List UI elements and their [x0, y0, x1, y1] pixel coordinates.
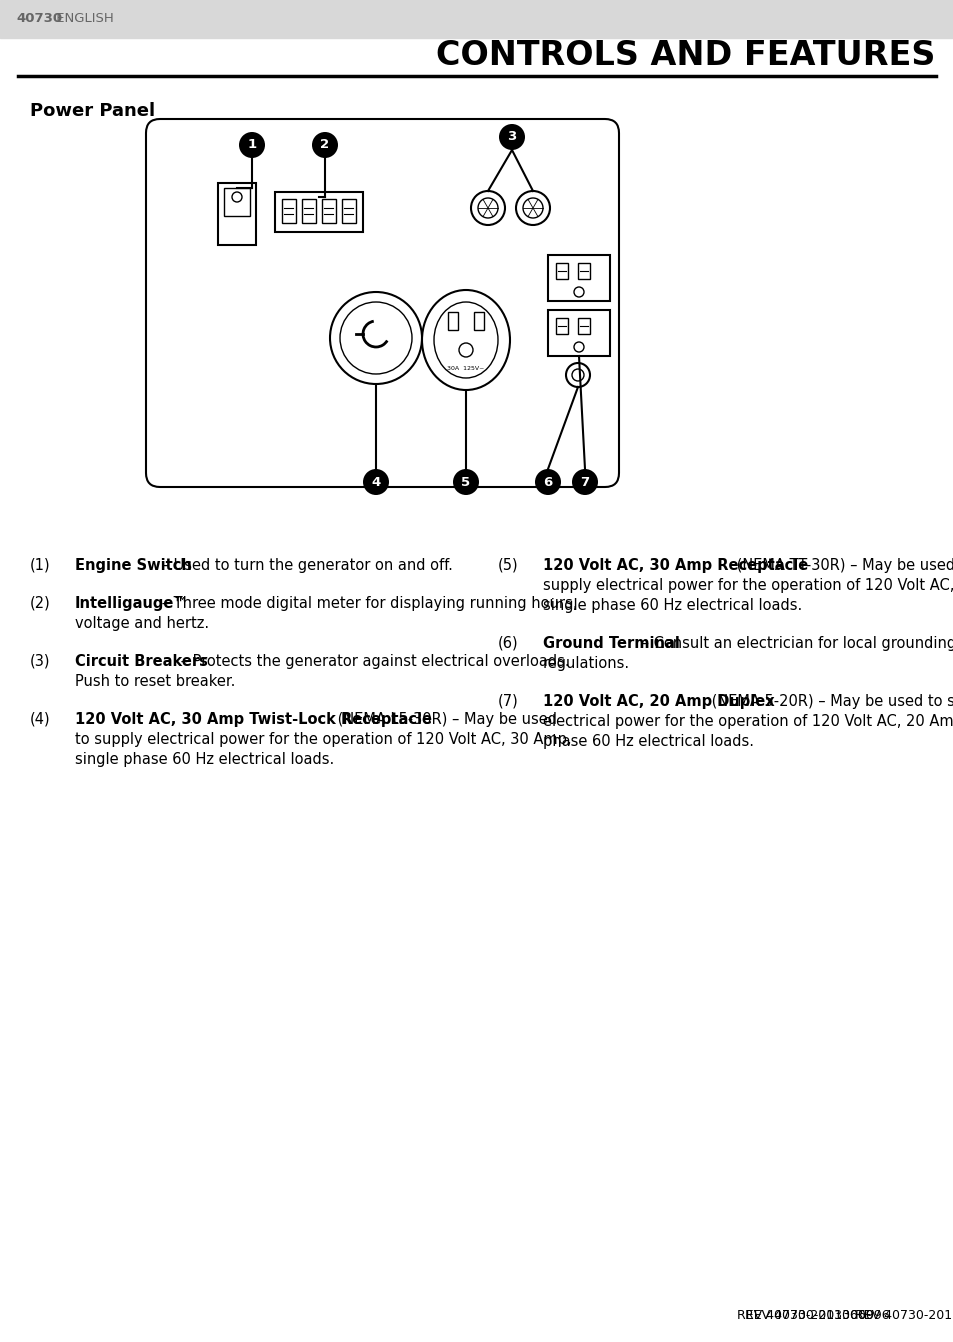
Bar: [274, 192, 363, 232]
Text: – Protects the generator against electrical overloads.: – Protects the generator against electri…: [175, 654, 569, 670]
Circle shape: [453, 468, 478, 495]
Circle shape: [477, 199, 497, 217]
Bar: [224, 188, 250, 216]
Text: (1): (1): [30, 558, 51, 573]
Text: CONTROLS AND FEATURES: CONTROLS AND FEATURES: [436, 39, 934, 72]
Text: (5): (5): [497, 558, 518, 573]
Circle shape: [363, 468, 389, 495]
Circle shape: [522, 199, 542, 217]
Text: Circuit Breakers: Circuit Breakers: [75, 654, 208, 670]
Text: (7): (7): [497, 694, 518, 709]
Text: Intelligauge™: Intelligauge™: [75, 596, 189, 611]
Text: regulations.: regulations.: [542, 656, 630, 671]
Text: (2): (2): [30, 596, 51, 611]
Text: Push to reset breaker.: Push to reset breaker.: [75, 674, 235, 688]
Text: 6: 6: [543, 475, 552, 488]
Circle shape: [232, 192, 242, 203]
Text: REV 40730-20130609: REV 40730-20130609: [744, 1308, 889, 1322]
Text: electrical power for the operation of 120 Volt AC, 20 Amp, single: electrical power for the operation of 12…: [542, 714, 953, 729]
Text: (3): (3): [30, 654, 51, 670]
Circle shape: [535, 468, 560, 495]
Bar: [341, 199, 355, 223]
FancyBboxPatch shape: [146, 119, 618, 487]
Text: supply electrical power for the operation of 120 Volt AC, 30 Amp,: supply electrical power for the operatio…: [542, 578, 953, 593]
Bar: [578, 263, 589, 279]
Text: Power Panel: Power Panel: [30, 102, 155, 119]
Text: 1: 1: [247, 138, 256, 152]
Circle shape: [572, 369, 583, 381]
Text: 4: 4: [371, 475, 380, 488]
Text: 120 Volt AC, 20 Amp Duplex: 120 Volt AC, 20 Amp Duplex: [542, 694, 774, 709]
Circle shape: [330, 293, 421, 384]
Text: 40730: 40730: [16, 12, 62, 25]
Text: (4): (4): [30, 713, 51, 727]
Bar: [547, 255, 609, 301]
Text: – Used to turn the generator on and off.: – Used to turn the generator on and off.: [156, 558, 453, 573]
Ellipse shape: [421, 290, 510, 391]
Circle shape: [565, 362, 589, 386]
Text: REV 40730-20130609  6: REV 40730-20130609 6: [737, 1308, 889, 1322]
Text: single phase 60 Hz electrical loads.: single phase 60 Hz electrical loads.: [542, 599, 801, 613]
Circle shape: [516, 191, 550, 225]
Text: single phase 60 Hz electrical loads.: single phase 60 Hz electrical loads.: [75, 752, 334, 768]
Circle shape: [572, 468, 598, 495]
Bar: [474, 311, 483, 330]
Circle shape: [312, 132, 337, 158]
Text: (6): (6): [497, 636, 518, 651]
Text: (NEMA TT-30R) – May be used to: (NEMA TT-30R) – May be used to: [731, 558, 953, 573]
Text: 5: 5: [461, 475, 470, 488]
Circle shape: [471, 191, 504, 225]
Bar: [322, 199, 335, 223]
Text: 30A  125V~: 30A 125V~: [447, 365, 484, 370]
Bar: [0, 0, 953, 38]
Text: phase 60 Hz electrical loads.: phase 60 Hz electrical loads.: [542, 734, 753, 749]
Bar: [547, 310, 609, 356]
Circle shape: [239, 132, 265, 158]
Circle shape: [339, 302, 412, 374]
Circle shape: [574, 287, 583, 297]
Text: (NEMA L5-30R) – May be used: (NEMA L5-30R) – May be used: [333, 713, 557, 727]
Circle shape: [458, 344, 473, 357]
Text: to supply electrical power for the operation of 120 Volt AC, 30 Amp,: to supply electrical power for the opera…: [75, 731, 571, 747]
Bar: [556, 263, 567, 279]
Text: 120 Volt AC, 30 Amp Twist-Lock Receptacle: 120 Volt AC, 30 Amp Twist-Lock Receptacl…: [75, 713, 432, 727]
Circle shape: [574, 342, 583, 352]
Text: – Three mode digital meter for displaying running hours,: – Three mode digital meter for displayin…: [156, 596, 577, 611]
Text: REV 40730-20130609: REV 40730-20130609: [854, 1308, 953, 1322]
Text: (NEMA 5-20R) – May be used to supply: (NEMA 5-20R) – May be used to supply: [706, 694, 953, 709]
Text: 120 Volt AC, 30 Amp Receptacle: 120 Volt AC, 30 Amp Receptacle: [542, 558, 807, 573]
Text: 3: 3: [507, 130, 517, 144]
Circle shape: [498, 123, 524, 150]
Text: Ground Terminal: Ground Terminal: [542, 636, 679, 651]
Text: Engine Switch: Engine Switch: [75, 558, 192, 573]
Text: voltage and hertz.: voltage and hertz.: [75, 616, 209, 631]
Bar: [578, 318, 589, 334]
Text: 2: 2: [320, 138, 329, 152]
Bar: [556, 318, 567, 334]
Bar: [282, 199, 295, 223]
Text: ENGLISH: ENGLISH: [52, 12, 113, 25]
Bar: [302, 199, 315, 223]
Text: 7: 7: [579, 475, 589, 488]
Ellipse shape: [434, 302, 497, 378]
Bar: [218, 183, 255, 246]
Bar: [448, 311, 457, 330]
Text: – Consult an electrician for local grounding: – Consult an electrician for local groun…: [637, 636, 953, 651]
